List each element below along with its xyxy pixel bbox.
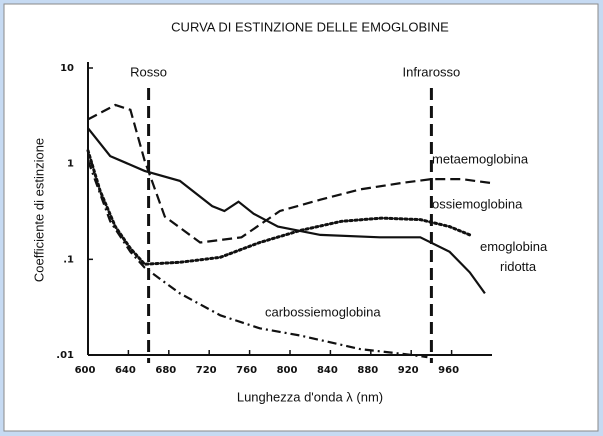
series-line	[86, 160, 428, 359]
x-tick-label: 760	[236, 365, 257, 376]
series-line	[86, 149, 472, 266]
x-tick-label: 720	[196, 365, 217, 376]
series-label: metaemoglobina	[432, 151, 529, 166]
y-tick-label: 1	[67, 159, 74, 170]
y-tick-label: 10	[60, 63, 74, 74]
x-tick-label: 600	[75, 365, 96, 376]
reference-label: Infrarosso	[402, 64, 460, 79]
x-tick-label: 840	[317, 365, 338, 376]
x-axis-label: Lunghezza d'onda λ (nm)	[237, 389, 383, 404]
series-line	[87, 127, 486, 295]
x-tick-label: 920	[398, 365, 419, 376]
x-tick-label: 880	[357, 365, 378, 376]
y-tick-label: .01	[56, 350, 74, 361]
reference-label: Rosso	[130, 64, 167, 79]
y-axis-label: Coefficiente di estinzione	[31, 138, 46, 282]
x-tick-label: 800	[277, 365, 298, 376]
series-label: ossiemoglobina	[432, 196, 523, 211]
y-tick-label: .1	[63, 254, 74, 265]
series-line	[87, 103, 491, 244]
chart-title: CURVA DI ESTINZIONE DELLE EMOGLOBINE	[171, 19, 449, 34]
chart-frame	[3, 3, 599, 432]
x-tick-label: 680	[155, 365, 176, 376]
x-tick-label: 960	[438, 365, 459, 376]
series-label: carbossiemoglobina	[265, 304, 381, 319]
x-tick-label: 640	[115, 365, 136, 376]
series-label: emoglobina ridotta	[480, 239, 548, 274]
